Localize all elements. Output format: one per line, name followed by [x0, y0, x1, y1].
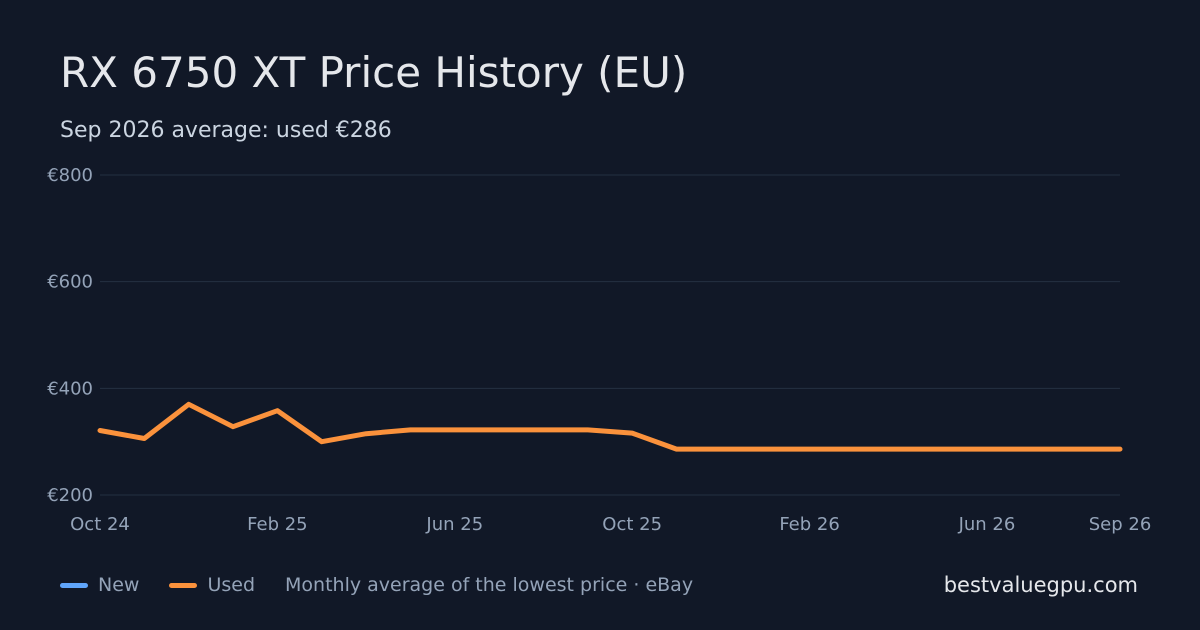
data-point-used [452, 427, 457, 432]
x-tick-label: Oct 24 [70, 514, 130, 535]
x-tick-label: Jun 26 [958, 514, 1016, 535]
x-axis-labels: Oct 24 Feb 25 Jun 25 Oct 25 Feb 26 Jun 26 Sep … [70, 514, 1151, 535]
data-point-used [940, 447, 945, 452]
data-point-used [541, 427, 546, 432]
legend-item-used[interactable]: Used [169, 574, 255, 596]
data-point-used [364, 431, 369, 436]
y-tick-label: €200 [47, 485, 93, 506]
y-axis-labels: €800 €600 €400 €200 [47, 165, 93, 506]
data-point-used [807, 447, 812, 452]
data-point-used [319, 439, 324, 444]
data-point-used [630, 431, 635, 436]
chart-subtitle: Sep 2026 average: used €286 [60, 118, 392, 143]
data-point-used [186, 402, 191, 407]
x-tick-label: Jun 25 [425, 514, 483, 535]
x-tick-label: Oct 25 [602, 514, 662, 535]
data-point-used [142, 436, 147, 441]
legend-swatch-new [60, 582, 88, 588]
y-tick-label: €400 [47, 378, 93, 399]
series-lines [97, 401, 1123, 452]
x-tick-label: Feb 26 [779, 514, 840, 535]
data-point-used [896, 447, 901, 452]
data-point-used [674, 447, 679, 452]
data-point-used [497, 427, 502, 432]
data-point-used [1118, 447, 1122, 452]
data-point-used [763, 447, 768, 452]
data-point-used [851, 447, 856, 452]
data-point-used [985, 447, 989, 452]
data-point-used [408, 427, 413, 432]
brand-link[interactable]: bestvaluegpu.com [943, 573, 1138, 597]
y-tick-label: €800 [47, 165, 93, 186]
x-tick-label: Feb 25 [247, 514, 308, 535]
data-point-used [585, 427, 590, 432]
grid-lines [100, 174, 1120, 496]
data-point-used [98, 428, 102, 433]
data-point-used [231, 424, 235, 429]
data-point-used [1029, 447, 1034, 452]
legend: New Used Monthly average of the lowest p… [60, 574, 693, 596]
legend-swatch-used [169, 582, 198, 588]
legend-label-used: Used [207, 574, 256, 596]
legend-note: Monthly average of the lowest price · eB… [285, 574, 694, 596]
data-point-used [718, 447, 723, 452]
data-point-used [1073, 447, 1078, 452]
data-point-used [275, 408, 280, 413]
legend-item-new[interactable]: New [60, 574, 139, 596]
y-tick-label: €600 [47, 272, 93, 293]
series-line-used [97, 401, 1123, 452]
x-tick-label: Sep 26 [1089, 514, 1152, 535]
legend-label-new: New [98, 574, 140, 596]
chart-title: RX 6750 XT Price History (EU) [60, 48, 688, 97]
